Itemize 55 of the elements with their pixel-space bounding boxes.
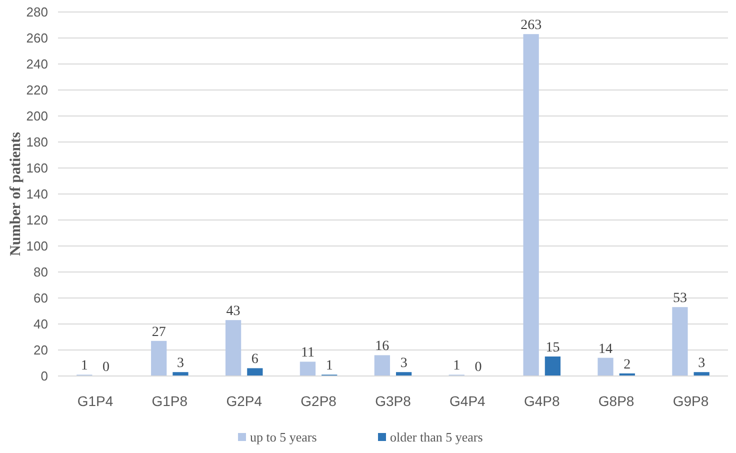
x-tick-label: G1P8: [152, 393, 188, 409]
bar: [300, 362, 316, 376]
y-tick-label: 0: [40, 368, 48, 384]
x-tick-label: G9P8: [672, 393, 709, 409]
y-tick-label: 220: [26, 82, 48, 98]
y-tick-label: 60: [34, 290, 48, 306]
data-label: 16: [375, 339, 390, 354]
bar: [151, 340, 167, 376]
x-tick-label: G2P8: [300, 393, 337, 409]
data-label: 43: [226, 304, 240, 320]
data-label: 1: [326, 358, 333, 374]
x-tick-label: G4P4: [450, 393, 486, 409]
y-tick-label: 240: [26, 56, 48, 72]
data-label: 3: [176, 356, 184, 372]
legend-label: older than 5 years: [390, 430, 483, 445]
bar: [523, 34, 539, 376]
x-tick-label: G3P8: [375, 393, 412, 409]
bar: [672, 307, 688, 376]
y-tick-label: 280: [26, 4, 48, 20]
data-label: 27: [152, 324, 166, 340]
y-tick-label: 80: [34, 264, 48, 280]
data-label: 1: [80, 358, 88, 374]
y-tick-label: 20: [34, 342, 48, 358]
y-tick-label: 140: [26, 186, 48, 202]
y-tick-label: 160: [26, 160, 48, 176]
data-label: 15: [546, 340, 560, 356]
data-label: 2: [624, 357, 631, 372]
y-tick-label: 260: [26, 30, 48, 46]
data-label: 6: [251, 352, 258, 368]
y-tick-label: 180: [26, 134, 48, 150]
y-tick-label: 200: [26, 108, 48, 124]
data-label: 263: [520, 18, 542, 34]
x-tick-label: G1P4: [77, 393, 114, 409]
data-label: 0: [474, 360, 482, 375]
x-tick-label: G8P8: [598, 393, 634, 409]
bar: [374, 355, 390, 376]
data-label: 14: [598, 342, 613, 357]
bar: [598, 358, 614, 376]
y-tick-label: 40: [34, 316, 48, 332]
x-tick-label: G4P8: [524, 393, 560, 409]
y-tick-label: 100: [26, 238, 48, 254]
bar: [225, 320, 242, 376]
data-label: 3: [400, 356, 408, 372]
data-label: 53: [672, 291, 687, 306]
bar: [544, 356, 561, 376]
legend-label: up to 5 years: [250, 430, 317, 445]
data-label: 11: [300, 346, 314, 361]
y-axis-title: Number of patients: [8, 132, 24, 256]
bar: [247, 368, 263, 376]
data-label: 1: [453, 358, 460, 374]
bar: [172, 372, 188, 376]
y-tick-label: 120: [26, 212, 48, 228]
data-label: 0: [102, 360, 110, 375]
x-tick-label: G2P4: [226, 393, 262, 409]
data-label: 3: [698, 356, 706, 372]
